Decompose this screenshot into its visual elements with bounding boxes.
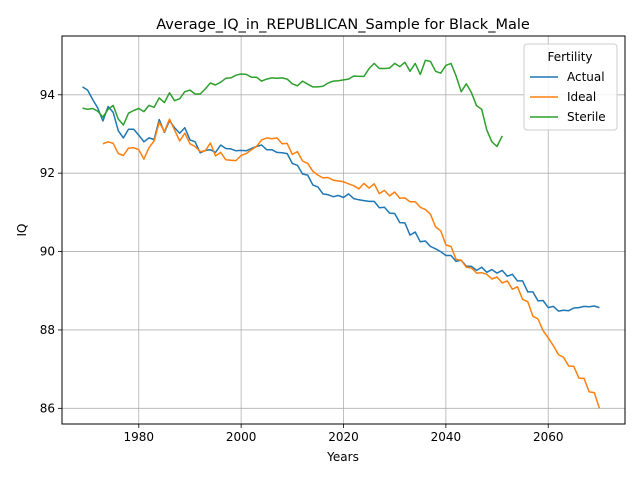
legend-box — [523, 43, 618, 131]
axis-ticks: 1980 2000 2020 2040 2060 86 88 90 92 94 — [40, 88, 564, 444]
x-axis-label: Years — [326, 450, 359, 464]
y-tick-label: 88 — [40, 323, 55, 337]
y-axis-label: IQ — [15, 224, 29, 237]
y-tick-label: 90 — [40, 245, 55, 259]
y-tick-label: 86 — [40, 401, 55, 415]
y-tick-label: 92 — [40, 166, 55, 180]
legend-label-actual: Actual — [567, 70, 605, 84]
legend: Fertility Actual Ideal Sterile — [523, 43, 618, 131]
x-tick-label: 2060 — [533, 430, 564, 444]
series-lines — [82, 59, 601, 409]
chart-title: Average_IQ_in_REPUBLICAN_Sample for Blac… — [156, 17, 530, 33]
x-tick-label: 1980 — [123, 430, 154, 444]
legend-label-ideal: Ideal — [567, 90, 596, 104]
x-tick-label: 2000 — [226, 430, 257, 444]
x-tick-label: 2020 — [328, 430, 359, 444]
series-line-sterile — [82, 59, 503, 148]
legend-label-sterile: Sterile — [567, 110, 606, 124]
legend-entries: Actual Ideal Sterile — [530, 70, 606, 124]
y-tick-label: 94 — [40, 88, 55, 102]
x-tick-label: 2040 — [431, 430, 462, 444]
series-line-ideal — [102, 118, 601, 409]
legend-title: Fertility — [547, 50, 592, 64]
